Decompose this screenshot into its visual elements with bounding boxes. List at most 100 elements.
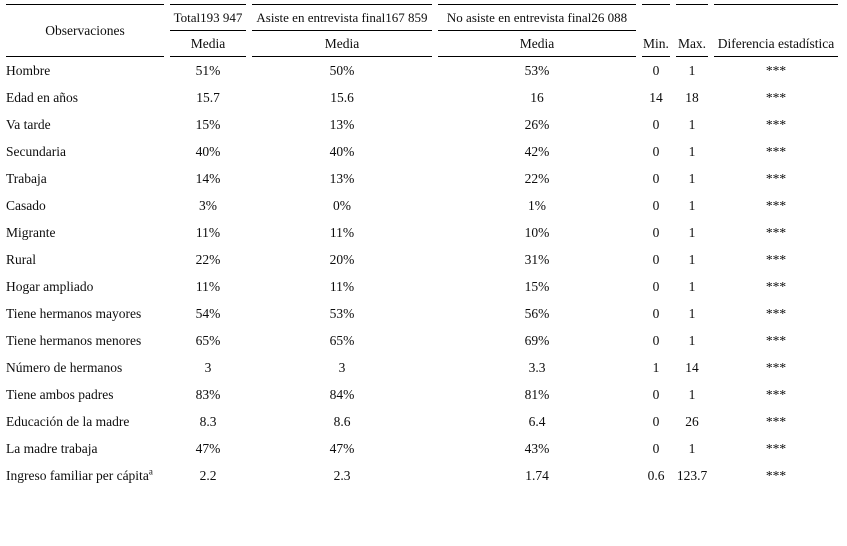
- column-header-asiste-entrevista-final: Asiste en entrevista final167 859: [252, 4, 432, 31]
- cell-media-total: 3%: [199, 197, 217, 213]
- column-header-diferencia-estadistica: Diferencia estadística: [714, 31, 838, 57]
- cell-media-asiste: 84%: [329, 386, 355, 402]
- cell-media-total: 22%: [195, 251, 221, 267]
- cell-media-asiste: 3: [338, 359, 346, 375]
- cell-min: 0: [652, 278, 660, 294]
- cell-min: 1: [652, 359, 660, 375]
- cell-media-no-asiste: 53%: [524, 62, 550, 78]
- row-label: La madre trabaja: [6, 440, 98, 456]
- cell-min: 0: [652, 224, 660, 240]
- table-row: Número de hermanos 3 3 3.3 1 14 ***: [6, 354, 838, 381]
- cell-media-no-asiste: 6.4: [528, 413, 546, 429]
- cell-media-asiste: 47%: [329, 440, 355, 456]
- row-label: Ingreso familiar per cápitaa: [6, 466, 153, 483]
- table-row: Educación de la madre 8.3 8.6 6.4 0 26 ***: [6, 408, 838, 435]
- table-row: Casado 3% 0% 1% 0 1 ***: [6, 192, 838, 219]
- cell-diferencia-estadistica: ***: [765, 413, 787, 429]
- cell-diferencia-estadistica: ***: [765, 143, 787, 159]
- column-header-media-total: Media: [170, 31, 246, 57]
- column-header-max: Max.: [676, 31, 708, 57]
- cell-media-total: 14%: [195, 170, 221, 186]
- cell-media-total: 3: [204, 359, 212, 375]
- row-label: Secundaria: [6, 143, 66, 159]
- cell-diferencia-estadistica: ***: [765, 170, 787, 186]
- cell-max: 1: [688, 224, 696, 240]
- cell-diferencia-estadistica: ***: [765, 62, 787, 78]
- row-label: Hogar ampliado: [6, 278, 94, 294]
- row-label: Tiene hermanos menores: [6, 332, 142, 348]
- header-spacer-max: [676, 4, 708, 31]
- table-row: Ingreso familiar per cápitaa 2.2 2.3 1.74 0.…: [6, 462, 838, 489]
- table-row: Va tarde 15% 13% 26% 0 1 ***: [6, 111, 838, 138]
- cell-max: 123.7: [676, 467, 708, 483]
- cell-min: 0: [652, 413, 660, 429]
- cell-media-no-asiste: 26%: [524, 116, 550, 132]
- cell-media-asiste: 8.6: [333, 413, 351, 429]
- table-row: Hombre 51% 50% 53% 0 1 ***: [6, 57, 838, 84]
- cell-media-no-asiste: 22%: [524, 170, 550, 186]
- cell-media-asiste: 40%: [329, 143, 355, 159]
- cell-diferencia-estadistica: ***: [765, 278, 787, 294]
- table-row: Tiene hermanos mayores 54% 53% 56% 0 1 ***: [6, 300, 838, 327]
- cell-max: 1: [688, 116, 696, 132]
- cell-media-asiste: 53%: [329, 305, 355, 321]
- row-label: Casado: [6, 197, 46, 213]
- cell-min: 0: [652, 143, 660, 159]
- row-label: Número de hermanos: [6, 359, 123, 375]
- cell-max: 1: [688, 305, 696, 321]
- cell-media-no-asiste: 31%: [524, 251, 550, 267]
- cell-max: 1: [688, 278, 696, 294]
- table-row: Tiene hermanos menores 65% 65% 69% 0 1 ***: [6, 327, 838, 354]
- cell-max: 1: [688, 440, 696, 456]
- cell-media-total: 15%: [195, 116, 221, 132]
- footnote-marker: a: [148, 466, 153, 476]
- row-label: Tiene hermanos mayores: [6, 305, 142, 321]
- cell-media-no-asiste: 1.74: [525, 467, 549, 483]
- cell-max: 1: [688, 251, 696, 267]
- cell-media-total: 15.7: [196, 89, 220, 105]
- cell-min: 0: [652, 440, 660, 456]
- cell-min: 0: [652, 332, 660, 348]
- cell-diferencia-estadistica: ***: [765, 305, 787, 321]
- cell-media-total: 54%: [195, 305, 221, 321]
- cell-media-asiste: 0%: [333, 197, 351, 213]
- header-spacer-min: [642, 4, 670, 31]
- table-row: Secundaria 40% 40% 42% 0 1 ***: [6, 138, 838, 165]
- table-row: Trabaja 14% 13% 22% 0 1 ***: [6, 165, 838, 192]
- cell-max: 1: [688, 197, 696, 213]
- cell-media-asiste: 2.3: [333, 467, 351, 483]
- cell-diferencia-estadistica: ***: [765, 251, 787, 267]
- cell-media-total: 65%: [195, 332, 221, 348]
- cell-max: 1: [688, 143, 696, 159]
- cell-min: 0: [652, 305, 660, 321]
- cell-media-asiste: 11%: [329, 224, 355, 240]
- cell-media-total: 11%: [195, 278, 221, 294]
- cell-max: 1: [688, 170, 696, 186]
- column-header-media-no-asiste: Media: [438, 31, 636, 57]
- cell-media-total: 8.3: [199, 413, 217, 429]
- cell-min: 0: [652, 251, 660, 267]
- cell-media-total: 11%: [195, 224, 221, 240]
- table-row: Edad en años 15.7 15.6 16 14 18 ***: [6, 84, 838, 111]
- cell-media-no-asiste: 16: [530, 89, 544, 105]
- cell-media-no-asiste: 3.3: [528, 359, 546, 375]
- column-header-observaciones: Observaciones: [6, 4, 164, 57]
- cell-diferencia-estadistica: ***: [765, 116, 787, 132]
- cell-diferencia-estadistica: ***: [765, 386, 787, 402]
- cell-diferencia-estadistica: ***: [765, 467, 787, 483]
- cell-media-no-asiste: 1%: [528, 197, 546, 213]
- header-row-measures: Media Media Media Min. Max. Diferencia e…: [6, 31, 838, 57]
- cell-media-total: 40%: [195, 143, 221, 159]
- table-row: La madre trabaja 47% 47% 43% 0 1 ***: [6, 435, 838, 462]
- cell-media-asiste: 15.6: [330, 89, 354, 105]
- cell-media-asiste: 13%: [329, 116, 355, 132]
- cell-diferencia-estadistica: ***: [765, 440, 787, 456]
- cell-media-asiste: 65%: [329, 332, 355, 348]
- cell-min: 0: [652, 170, 660, 186]
- cell-max: 18: [685, 89, 699, 105]
- cell-diferencia-estadistica: ***: [765, 197, 787, 213]
- row-label: Hombre: [6, 62, 51, 78]
- cell-media-no-asiste: 81%: [524, 386, 550, 402]
- cell-media-no-asiste: 56%: [524, 305, 550, 321]
- cell-min: 0: [652, 386, 660, 402]
